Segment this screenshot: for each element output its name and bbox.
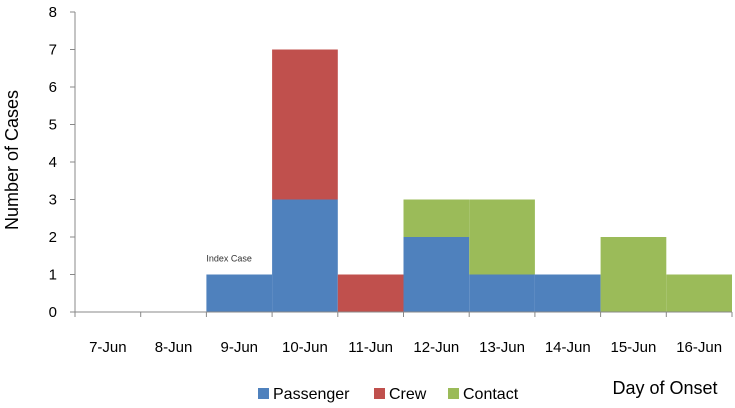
legend-label-passenger: Passenger (273, 386, 350, 403)
x-axis-title: Day of Onset (612, 378, 717, 398)
bar-passenger-12-jun (403, 237, 470, 312)
x-tick-label: 16-Jun (676, 339, 722, 356)
x-tick-label: 14-Jun (545, 339, 591, 356)
bar-contact-13-jun (469, 199, 535, 275)
x-tick-label: 9-Jun (220, 339, 258, 356)
bar-passenger-13-jun (469, 274, 535, 312)
stacked-bars (206, 49, 732, 312)
x-tick-label: 13-Jun (479, 339, 525, 356)
y-tick-label: 4 (49, 154, 57, 171)
legend-label-contact: Contact (463, 386, 519, 403)
x-tick-label: 12-Jun (413, 339, 459, 356)
y-tick-label: 2 (49, 229, 57, 246)
legend-swatch-crew (374, 388, 385, 399)
bar-contact-16-jun (666, 274, 732, 312)
y-tick-label: 6 (49, 79, 57, 96)
y-tick-label: 1 (49, 267, 57, 284)
y-axis-ticks: 0 1 2 3 4 5 6 7 8 (49, 4, 75, 321)
legend-label-crew: Crew (389, 386, 427, 403)
bar-passenger-9-jun (206, 274, 273, 312)
y-tick-label: 5 (49, 117, 57, 134)
legend-swatch-passenger (258, 388, 269, 399)
y-tick-label: 7 (49, 42, 57, 59)
x-tick-label: 10-Jun (282, 339, 328, 356)
x-tick-label: 11-Jun (348, 339, 393, 356)
bar-crew-10-jun (272, 49, 338, 200)
index-case-annotation: Index Case (206, 254, 252, 264)
y-axis-title: Number of Cases (2, 90, 22, 230)
y-tick-label: 3 (49, 192, 57, 209)
bar-contact-12-jun (403, 199, 470, 237)
x-tick-label: 15-Jun (611, 339, 657, 356)
bar-passenger-14-jun (534, 274, 601, 312)
x-tick-label: 7-Jun (89, 339, 127, 356)
x-axis-ticks: 7-Jun 8-Jun 9-Jun 10-Jun 11-Jun 12-Jun 13-Jun 1… (74, 312, 733, 356)
y-tick-label: 8 (49, 4, 57, 21)
legend: Passenger Crew Contact (258, 386, 519, 403)
legend-swatch-contact (448, 388, 459, 399)
bar-crew-11-jun (337, 274, 404, 312)
y-tick-label: 0 (49, 304, 57, 321)
bar-contact-15-jun (600, 237, 667, 312)
bar-passenger-10-jun (272, 199, 338, 312)
x-tick-label: 8-Jun (155, 339, 193, 356)
